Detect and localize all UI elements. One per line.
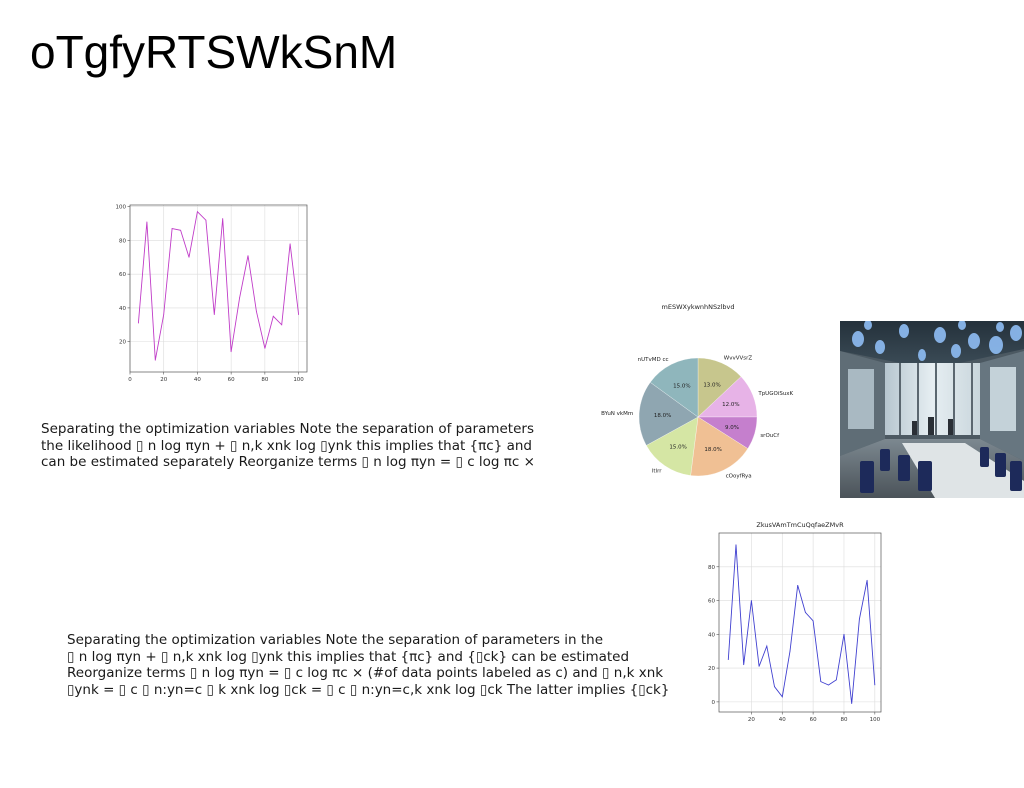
data-point (766, 645, 768, 647)
data-point (256, 310, 257, 312)
pie-slice (646, 416, 699, 476)
x-tick-label: 60 (228, 377, 235, 383)
data-point (298, 314, 299, 316)
data-point (163, 314, 165, 316)
data-point (843, 633, 845, 635)
data-point (239, 297, 240, 299)
data-point (805, 611, 806, 613)
data-point (812, 620, 814, 622)
chart-title: mESWXykwnhNSzlbvd (662, 303, 735, 311)
pie-label: WvvVVsrZ (724, 355, 753, 361)
data-point (289, 243, 291, 245)
x-tick-label: 20 (160, 377, 167, 383)
y-tick-label: 60 (708, 599, 715, 605)
y-tick-label: 20 (708, 666, 715, 672)
data-point (727, 659, 729, 661)
data-point (743, 664, 745, 666)
pie-label: nUTvMD cc (638, 357, 669, 363)
data-point (797, 584, 799, 586)
data-point (774, 686, 775, 688)
series-line (137, 210, 300, 361)
plot-frame (718, 532, 882, 713)
pie-label: TpUGOiSuxK (757, 391, 793, 397)
paragraph-top: Separating the optimization variables No… (41, 421, 535, 470)
pie-percent-label: 13.0% (703, 383, 720, 389)
pie-slice (638, 382, 699, 446)
data-point (188, 256, 190, 258)
pie-percent-label: 18.0% (654, 413, 671, 419)
data-point (197, 211, 198, 213)
data-point (222, 218, 224, 219)
data-point (866, 579, 868, 581)
x-tick-label: 40 (779, 717, 786, 722)
page-title: oTgfyRTSWkSnM (30, 26, 398, 78)
line-chart-magenta: 0 20 40 60 80 100 20 40 60 80 100 (116, 204, 308, 383)
data-point (180, 229, 181, 231)
x-tick-label: 80 (840, 717, 847, 722)
data-point (789, 650, 791, 652)
x-tick-label: 20 (748, 717, 755, 722)
data-point (758, 666, 760, 667)
y-tick-label: 80 (119, 238, 126, 244)
line-chart-blue: ZkusVAmTmCuQqfaeZMvR 20 40 60 80 100 0 20 40 60 80 (708, 521, 882, 722)
data-point (247, 255, 249, 257)
paragraph-bottom: Separating the optimization variables No… (67, 632, 670, 698)
pie-slice (650, 357, 699, 418)
y-tick-label: 100 (116, 205, 127, 211)
pie-slice (690, 416, 749, 477)
office-photo (840, 321, 1024, 498)
data-point (859, 618, 860, 620)
pie-label: srOuCf (760, 433, 780, 439)
data-point (828, 684, 829, 686)
y-tick-label: 20 (119, 340, 126, 346)
data-point (171, 228, 173, 230)
data-point (835, 679, 837, 681)
pie-percent-label: 12.0% (722, 402, 739, 408)
data-point (735, 544, 737, 546)
data-point (230, 351, 232, 353)
data-point (138, 322, 139, 324)
plot-frame (129, 204, 308, 373)
pie-label: ltlrr (652, 469, 662, 475)
pie-percent-label: 15.0% (669, 444, 686, 450)
pie-percent-label: 9.0% (725, 425, 739, 431)
y-tick-label: 40 (119, 306, 126, 312)
pie-label: cOoyfRya (726, 474, 752, 480)
data-point (751, 600, 752, 601)
data-point (154, 359, 156, 361)
data-point (264, 347, 266, 349)
pie-label: BYuN vkMm (601, 411, 633, 417)
data-point (851, 703, 853, 704)
y-tick-label: 80 (708, 565, 715, 571)
data-point (272, 315, 274, 317)
y-tick-label: 40 (708, 632, 715, 638)
data-point (874, 684, 876, 686)
data-point (213, 314, 215, 316)
y-tick-label: 60 (119, 272, 126, 278)
pie-percent-label: 15.0% (673, 383, 690, 389)
x-tick-label: 80 (261, 377, 268, 383)
data-point (146, 221, 148, 223)
pie-chart: mESWXykwnhNSzlbvd 13.0% WvvVVsrZ 12.0% TpUGO… (601, 303, 793, 480)
x-tick-label: 0 (128, 377, 132, 383)
data-point (281, 324, 283, 326)
data-point (205, 219, 207, 221)
y-tick-label: 0 (712, 700, 716, 706)
x-tick-label: 100 (293, 377, 304, 383)
pie-percent-label: 18.0% (704, 447, 721, 453)
x-tick-label: 40 (194, 377, 201, 383)
data-point (820, 681, 822, 683)
data-point (781, 696, 783, 698)
x-tick-label: 60 (810, 717, 817, 722)
series-line (727, 544, 876, 704)
x-tick-label: 100 (870, 717, 881, 722)
chart-title: ZkusVAmTmCuQqfaeZMvR (756, 521, 844, 529)
